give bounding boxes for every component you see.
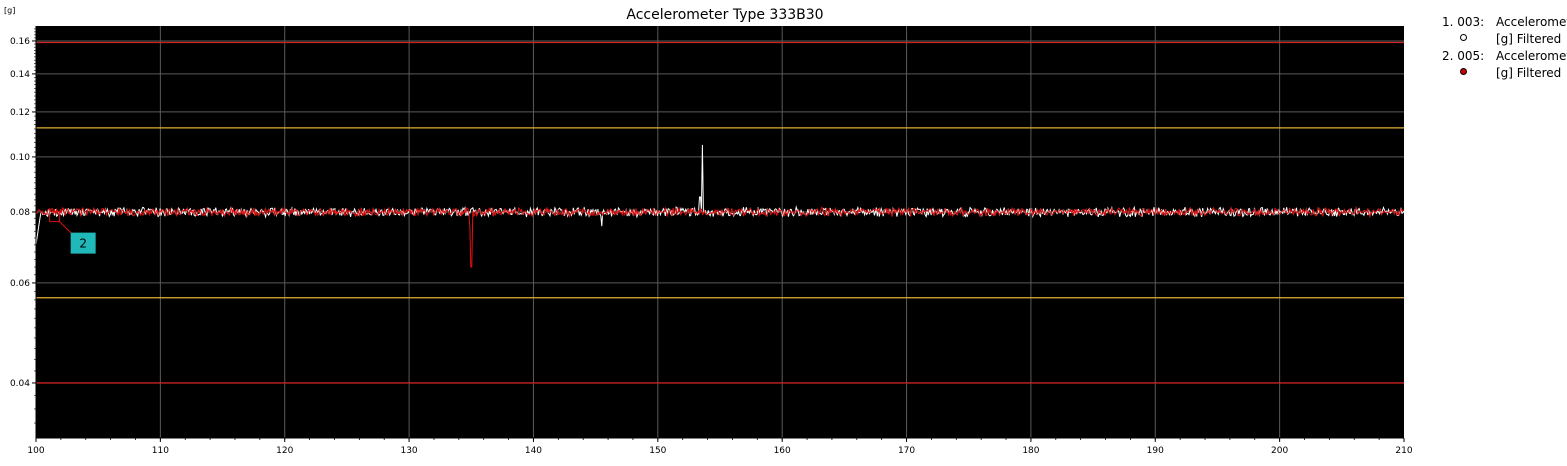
legend-name-1: Accelerometer <box>1496 15 1567 29</box>
plot-area <box>36 26 1404 438</box>
legend: 1. 003: Accelerometer [g] Filtered 2. 00… <box>1438 14 1567 82</box>
x-tick-label: 130 <box>400 446 417 456</box>
annotation-label: 2 <box>79 237 87 251</box>
legend-index-1: 1. 003: <box>1442 15 1485 29</box>
legend-marker-2 <box>1460 68 1467 75</box>
chart-title: Accelerometer Type 333B30 <box>626 7 823 23</box>
x-tick-label: 180 <box>1022 446 1039 456</box>
legend-index-2: 2. 005: <box>1442 49 1485 63</box>
x-tick-label: 120 <box>276 446 293 456</box>
y-tick-label: 0.08 <box>10 208 30 218</box>
series-line-2 <box>35 205 1405 268</box>
legend-unit-1: [g] Filtered <box>1496 32 1562 46</box>
legend-entry-1[interactable]: 1. 003: Accelerometer [g] Filtered <box>1438 14 1567 48</box>
y-tick-label: 0.14 <box>10 70 30 80</box>
legend-marker-1 <box>1460 34 1467 41</box>
x-tick-label: 140 <box>525 446 542 456</box>
y-unit-label: [g] <box>4 6 15 15</box>
x-tick-label: 160 <box>774 446 791 456</box>
x-tick-label: 100 <box>27 446 44 456</box>
x-tick-label: 210 <box>1395 446 1412 456</box>
legend-unit-2: [g] Filtered <box>1496 66 1562 80</box>
x-tick-label: 110 <box>152 446 169 456</box>
y-tick-label: 0.06 <box>10 279 30 289</box>
y-tick-label: 0.16 <box>10 37 30 47</box>
x-tick-label: 170 <box>898 446 915 456</box>
y-tick-label: 0.04 <box>10 379 30 389</box>
legend-name-2: Accelerometer <box>1496 49 1567 63</box>
x-tick-label: 200 <box>1271 446 1288 456</box>
annotation-box <box>70 232 96 254</box>
x-tick-label: 150 <box>649 446 666 456</box>
annotation-marker <box>49 211 61 223</box>
y-tick-label: 0.12 <box>10 108 30 118</box>
legend-entry-2[interactable]: 2. 005: Accelerometer [g] Filtered <box>1438 48 1567 82</box>
x-tick-label: 190 <box>1147 446 1164 456</box>
y-tick-label: 0.10 <box>10 153 30 163</box>
